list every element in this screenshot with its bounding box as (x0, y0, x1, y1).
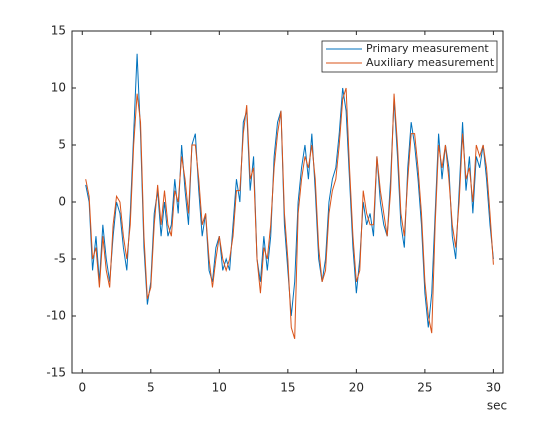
legend-box (321, 40, 498, 73)
x-axis-label: sec (487, 399, 507, 413)
legend-label: Auxiliary measurement (366, 56, 495, 69)
x-tick-label: 25 (417, 381, 432, 395)
data-line (85, 87, 494, 339)
x-tick-label: 30 (486, 381, 501, 395)
y-tick-label: 10 (51, 81, 66, 95)
x-tick-label: 5 (147, 381, 155, 395)
x-tick-label: 15 (280, 381, 295, 395)
y-tick-label: -15 (46, 366, 66, 380)
x-tick-label: 10 (212, 381, 227, 395)
x-tick-label: 20 (349, 381, 364, 395)
y-tick-label: 15 (51, 24, 66, 38)
legend-label: Primary measurement (366, 42, 489, 55)
y-tick-label: 0 (58, 195, 66, 209)
y-tick-label: 5 (58, 138, 66, 152)
y-tick-label: -10 (46, 309, 66, 323)
y-tick-label: -5 (54, 252, 66, 266)
axes-box (71, 30, 504, 374)
x-tick-label: 0 (78, 381, 86, 395)
